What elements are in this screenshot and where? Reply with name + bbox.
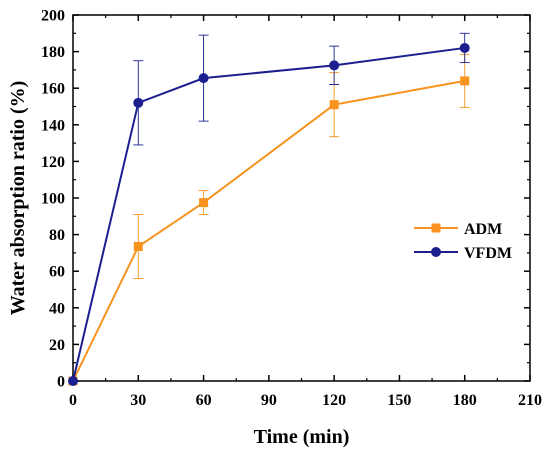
x-tick-label: 60 xyxy=(196,392,212,409)
data-point xyxy=(329,100,339,110)
legend-label: ADM xyxy=(464,221,502,238)
x-tick-label: 210 xyxy=(518,392,542,409)
plot-border xyxy=(72,14,531,382)
series-line xyxy=(72,79,465,382)
x-tick-label: 0 xyxy=(69,392,77,409)
x-tick-label: 150 xyxy=(387,392,411,409)
legend-item-vfdm: VFDM xyxy=(414,245,512,262)
data-point xyxy=(133,241,143,251)
legend-item-adm: ADM xyxy=(414,221,502,238)
data-point xyxy=(68,376,78,386)
legend-marker xyxy=(431,223,441,233)
data-point xyxy=(199,198,209,208)
y-axis-ticks: 0 20 40 60 80 100 120 140 160 180 200 xyxy=(41,8,530,391)
y-axis-title: Water absorption ratio (%) xyxy=(7,81,29,316)
y-tick-label: 60 xyxy=(49,264,65,281)
y-tick-label: 0 xyxy=(57,374,65,391)
x-tick-label: 30 xyxy=(130,392,146,409)
plot-frame xyxy=(72,14,531,382)
legend-marker xyxy=(431,247,441,257)
y-tick-label: 140 xyxy=(41,117,65,134)
y-tick-label: 20 xyxy=(49,337,65,354)
y-tick-label: 80 xyxy=(49,227,65,244)
y-tick-label: 120 xyxy=(41,154,65,171)
data-point xyxy=(459,42,470,53)
series-vfdm xyxy=(68,32,470,386)
y-tick-label: 200 xyxy=(41,8,65,25)
x-axis-title: Time (min) xyxy=(254,426,350,448)
legend: ADM VFDM xyxy=(414,221,512,262)
x-tick-label: 180 xyxy=(453,392,477,409)
x-axis-ticks: 0 30 60 90 120 150 180 210 xyxy=(69,15,542,409)
x-tick-label: 90 xyxy=(261,392,277,409)
data-point xyxy=(133,97,144,108)
x-tick-label: 120 xyxy=(322,392,346,409)
y-tick-label: 180 xyxy=(41,44,65,61)
series-adm xyxy=(68,53,470,386)
data-point xyxy=(198,73,209,84)
series-layer xyxy=(68,32,470,386)
data-point xyxy=(329,60,340,71)
y-tick-label: 40 xyxy=(49,300,65,317)
y-tick-label: 160 xyxy=(41,81,65,98)
y-tick-label: 100 xyxy=(41,191,65,208)
data-point xyxy=(460,76,470,86)
series-line xyxy=(72,46,465,382)
legend-label: VFDM xyxy=(464,245,512,262)
